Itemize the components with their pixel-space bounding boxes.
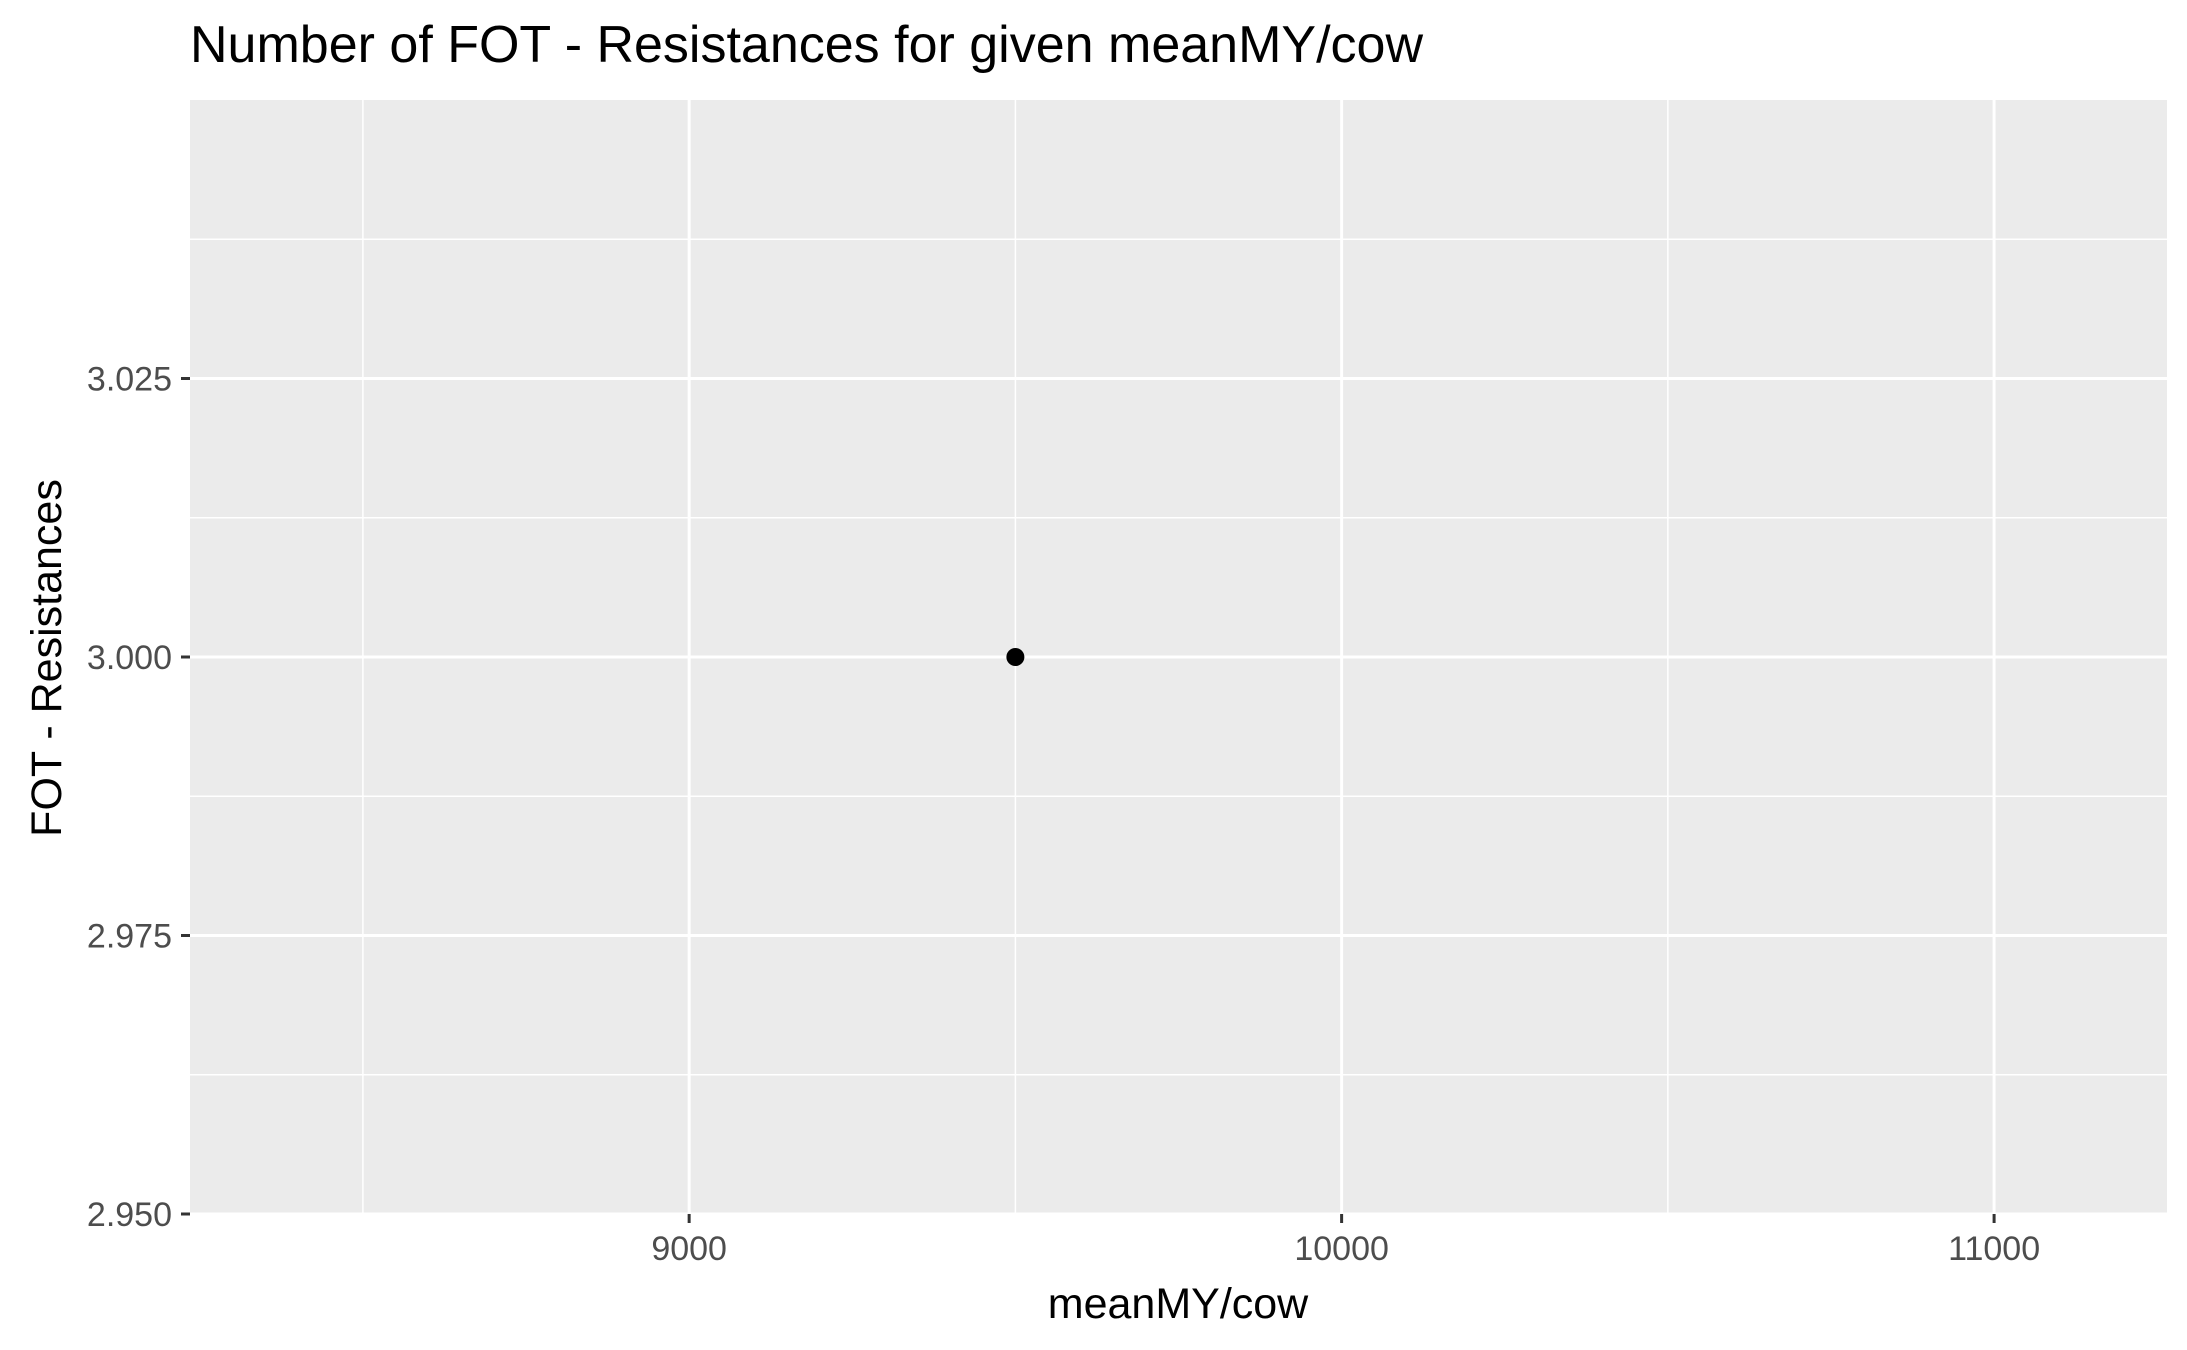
x-tick-label: 11000	[1948, 1230, 2040, 1268]
y-tick-label: 2.950	[87, 1196, 172, 1234]
x-tick-label: 10000	[1294, 1230, 1389, 1268]
x-axis-title: meanMY/cow	[1048, 1280, 1309, 1328]
major-gridlines	[190, 100, 2167, 1216]
data-point	[1006, 648, 1025, 666]
x-tick-label: 9000	[651, 1230, 727, 1268]
y-tick-label: 3.025	[87, 361, 172, 399]
x-axis: 9000 10000 11000	[651, 1214, 2040, 1268]
chart-title: Number of FOT - Resistances for given me…	[190, 16, 1423, 74]
y-axis: 2.950 2.975 3.000 3.025	[87, 361, 190, 1234]
y-tick-label: 2.975	[87, 918, 172, 956]
y-axis-title: FOT - Resistances	[23, 479, 71, 837]
data-points	[1006, 648, 1025, 666]
y-tick-label: 3.000	[87, 639, 172, 677]
